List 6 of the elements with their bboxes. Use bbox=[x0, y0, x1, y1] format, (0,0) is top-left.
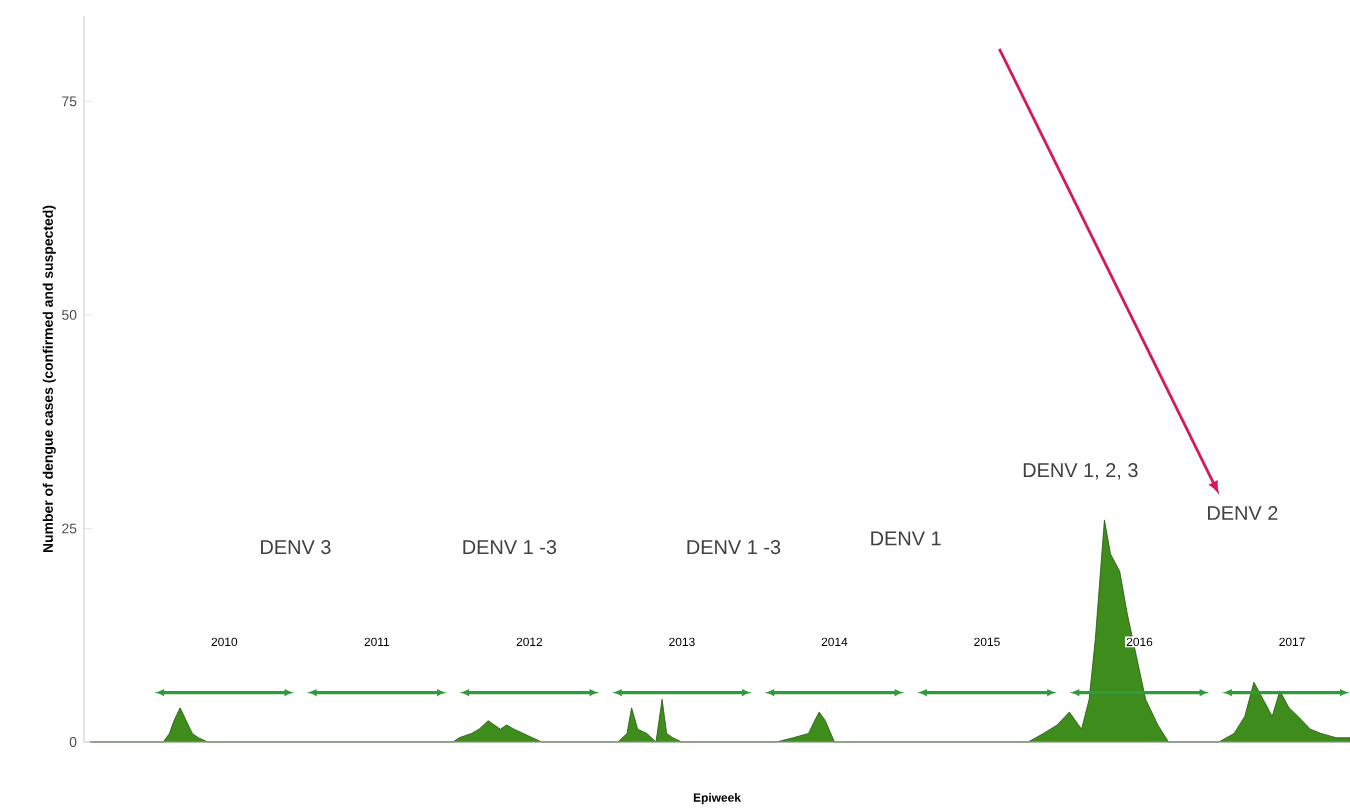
annotation: DENV 3 bbox=[261, 540, 331, 555]
annotation: DENV 1 -3 bbox=[463, 540, 557, 555]
annotation: DENV 1, 2, 3 bbox=[1023, 463, 1138, 480]
annotation: DENV 2 bbox=[1208, 505, 1278, 520]
annotation: DENV 1 bbox=[871, 531, 941, 546]
annotation: DENV 1 -3 bbox=[687, 540, 781, 555]
